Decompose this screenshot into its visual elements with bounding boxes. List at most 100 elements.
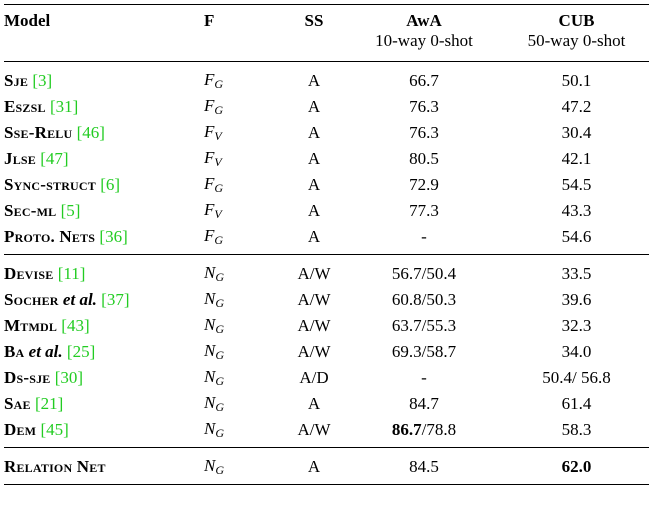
feature-base: N bbox=[204, 315, 216, 334]
feature-cell: NG bbox=[204, 448, 284, 485]
results-table: Model F SS AwA CUB 10-way 0-shot 50-way … bbox=[4, 4, 649, 485]
awa-value-extra: /78.8 bbox=[421, 420, 457, 439]
feature-base: F bbox=[204, 96, 215, 115]
model-name: Eszsl bbox=[4, 97, 46, 116]
cub-cell: 30.4 bbox=[561, 123, 592, 142]
feature-cell: NG bbox=[204, 255, 284, 288]
header-model: Model bbox=[4, 11, 51, 30]
feature-value: FG bbox=[204, 226, 223, 247]
feature-sub: V bbox=[214, 129, 222, 143]
feature-value: NG bbox=[204, 315, 224, 336]
feature-cell: NG bbox=[204, 391, 284, 417]
feature-value: NG bbox=[204, 263, 225, 284]
awa-value: - bbox=[421, 227, 427, 246]
reference-link[interactable]: [47] bbox=[40, 149, 69, 168]
header-ss: SS bbox=[304, 11, 324, 30]
table-body: Sje [3] FG A 66.7 50.1 Eszsl [31] FG A 76.3 47.2 S… bbox=[4, 61, 649, 485]
feature-base: F bbox=[204, 200, 215, 219]
awa-cell: 80.5 bbox=[344, 146, 504, 172]
model-cell: Socher et al. [37] bbox=[4, 287, 204, 313]
model-name: Sync-struct bbox=[4, 175, 96, 194]
reference-link[interactable]: [3] bbox=[32, 71, 53, 90]
feature-cell: FG bbox=[204, 224, 284, 255]
awa-cell: 84.5 bbox=[409, 457, 439, 476]
model-cell: Sync-struct [6] bbox=[4, 172, 204, 198]
awa-value: 80.5 bbox=[409, 149, 439, 168]
model-cell: Sec-ml [5] bbox=[4, 198, 204, 224]
reference-link[interactable]: [21] bbox=[34, 394, 64, 413]
feature-base: N bbox=[204, 289, 216, 308]
reference-link[interactable]: [45] bbox=[40, 420, 69, 439]
header-awa-sub: 10-way 0-shot bbox=[375, 31, 473, 50]
reference-link[interactable]: [36] bbox=[99, 227, 128, 246]
feature-value: FG bbox=[204, 174, 223, 195]
awa-cell: - bbox=[344, 224, 504, 255]
model-cell: Jlse [47] bbox=[4, 146, 204, 172]
reference-link[interactable]: [31] bbox=[49, 97, 79, 116]
cub-cell: 34.0 bbox=[561, 342, 592, 361]
awa-value: 72.9 bbox=[409, 175, 439, 194]
model-cell: Sje [3] bbox=[4, 62, 204, 95]
cub-cell: 58.3 bbox=[561, 420, 592, 439]
table-row: Eszsl [31] FG A 76.3 47.2 bbox=[4, 94, 649, 120]
feature-sub: G bbox=[215, 374, 225, 388]
model-name: Devise bbox=[4, 264, 54, 283]
feature-value: FG bbox=[204, 96, 224, 117]
model-name: Jlse bbox=[4, 149, 36, 168]
reference-link[interactable]: [5] bbox=[60, 201, 81, 220]
cub-cell: 54.6 bbox=[561, 227, 592, 246]
feature-base: N bbox=[204, 456, 216, 475]
reference-link[interactable]: [6] bbox=[100, 175, 121, 194]
ss-cell: A/W bbox=[297, 420, 331, 439]
reference-link[interactable]: [11] bbox=[57, 264, 86, 283]
feature-value: NG bbox=[204, 289, 224, 310]
cub-cell: 32.3 bbox=[561, 316, 592, 335]
feature-base: N bbox=[204, 419, 216, 438]
reference-link[interactable]: [25] bbox=[66, 342, 96, 361]
feature-cell: FG bbox=[204, 62, 284, 95]
feature-sub: G bbox=[215, 270, 225, 284]
table-row: Sync-struct [6] FG A 72.9 54.5 bbox=[4, 172, 649, 198]
cub-cell: 43.3 bbox=[561, 201, 592, 220]
table-row: Sse-Relu [46] FV A 76.3 30.4 bbox=[4, 120, 649, 146]
feature-value: FV bbox=[204, 200, 222, 221]
model-cell: Sae [21] bbox=[4, 391, 204, 417]
reference-link[interactable]: [43] bbox=[61, 316, 90, 335]
model-cell: Devise [11] bbox=[4, 255, 204, 288]
feature-sub: V bbox=[214, 207, 222, 221]
feature-base: N bbox=[204, 341, 216, 360]
awa-value: 77.3 bbox=[409, 201, 439, 220]
feature-base: F bbox=[204, 122, 215, 141]
cub-cell: 33.5 bbox=[561, 264, 592, 283]
feature-sub: G bbox=[214, 103, 224, 117]
model-name: Ds-sje bbox=[4, 368, 51, 387]
feature-value: NG bbox=[204, 419, 224, 440]
ss-cell: A bbox=[307, 457, 321, 476]
awa-cell: 86.7/78.8 bbox=[344, 417, 504, 448]
table-row: Jlse [47] FV A 80.5 42.1 bbox=[4, 146, 649, 172]
model-name: Socher bbox=[4, 290, 59, 309]
awa-value: 63.7/55.3 bbox=[391, 316, 457, 335]
table-row: Dem [45] NG A/W 86.7/78.8 58.3 bbox=[4, 417, 649, 448]
ss-cell: A bbox=[307, 201, 321, 220]
feature-base: F bbox=[204, 226, 215, 245]
awa-value: 69.3/58.7 bbox=[391, 342, 457, 361]
feature-value: NG bbox=[204, 341, 224, 362]
model-cell: Eszsl [31] bbox=[4, 94, 204, 120]
reference-link[interactable]: [30] bbox=[54, 368, 84, 387]
reference-link[interactable]: [46] bbox=[76, 123, 105, 142]
table-row: Proto. Nets [36] FG A -54.6 bbox=[4, 224, 649, 255]
awa-cell: 56.7/50.4 bbox=[344, 255, 504, 288]
reference-link[interactable]: [37] bbox=[101, 290, 130, 309]
feature-sub: V bbox=[214, 155, 222, 169]
feature-base: F bbox=[204, 148, 215, 167]
feature-cell: NG bbox=[204, 365, 284, 391]
cub-cell: 42.1 bbox=[561, 149, 592, 168]
model-cell: Sse-Relu [46] bbox=[4, 120, 204, 146]
feature-cell: FV bbox=[204, 120, 284, 146]
cub-cell: 61.4 bbox=[561, 394, 592, 413]
ss-cell: A bbox=[307, 71, 321, 90]
awa-value: 76.3 bbox=[409, 123, 439, 142]
table-row: Sae [21] NG A 84.7 61.4 bbox=[4, 391, 649, 417]
header-f: F bbox=[204, 11, 215, 30]
